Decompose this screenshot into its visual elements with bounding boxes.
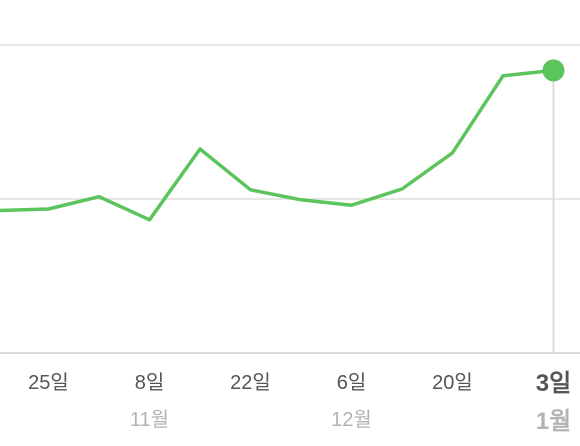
x-tick-label: 22일 xyxy=(230,371,271,394)
data-point[interactable] xyxy=(399,186,405,192)
data-point[interactable] xyxy=(349,202,355,208)
x-tick-label: 3일 xyxy=(536,370,571,397)
x-axis-ticks: 25일 8일 11월 22일 6일 12월 20일 3일 1월 xyxy=(28,370,571,435)
data-point[interactable] xyxy=(0,208,1,214)
data-point[interactable] xyxy=(450,150,456,156)
series-line xyxy=(0,68,556,222)
gridlines xyxy=(0,44,580,200)
x-month-label: 1월 xyxy=(536,408,571,435)
x-tick-label: 6일 xyxy=(337,371,367,394)
data-point[interactable] xyxy=(248,187,254,193)
data-point[interactable] xyxy=(46,206,52,212)
data-point[interactable] xyxy=(197,146,203,152)
data-point[interactable] xyxy=(96,194,102,200)
data-point[interactable] xyxy=(147,217,153,223)
x-tick-label: 20일 xyxy=(432,371,473,394)
highlighted-point[interactable] xyxy=(542,59,565,82)
x-tick-label: 25일 xyxy=(28,371,69,394)
data-point[interactable] xyxy=(500,73,506,79)
x-month-label: 12월 xyxy=(331,408,372,431)
x-tick-label: 8일 xyxy=(135,371,165,394)
data-point[interactable] xyxy=(298,197,304,203)
x-month-label: 11월 xyxy=(130,408,169,431)
